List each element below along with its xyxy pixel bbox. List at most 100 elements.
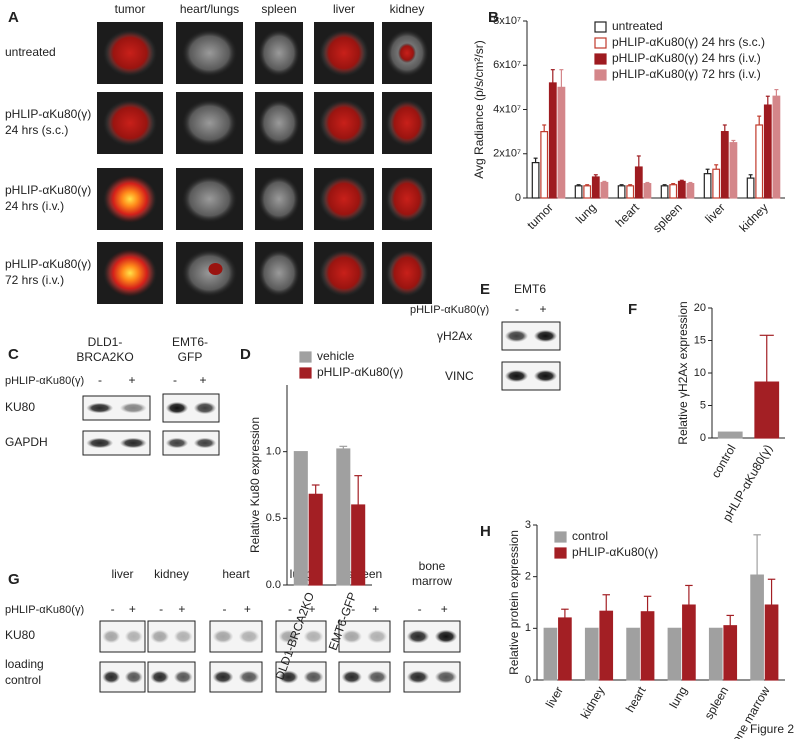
bar (764, 604, 779, 681)
band (119, 402, 147, 414)
figure-label: Figure 2 (750, 722, 794, 736)
organ (257, 99, 301, 147)
x-tick-label: kidney (578, 684, 607, 721)
bar (763, 104, 772, 199)
legend-label: pHLIP-αKu80(γ) (317, 365, 403, 379)
bar (540, 131, 549, 199)
legend-swatch (594, 53, 607, 65)
protein-label: KU80 (5, 400, 35, 414)
bar (682, 604, 696, 681)
band (102, 629, 121, 644)
band (303, 670, 324, 684)
bar (626, 185, 635, 199)
legend-label: pHLIP-αKu80(γ) 24 hrs (i.v.) (612, 51, 761, 65)
sign: + (539, 302, 546, 316)
bar (754, 381, 780, 439)
signal (106, 101, 154, 145)
tissue: kidney (154, 567, 189, 581)
sign: + (372, 602, 379, 616)
legend-label: pHLIP-αKu80(γ) 24 hrs (s.c.) (612, 35, 765, 49)
x-tick-label: control (708, 442, 738, 480)
band (278, 629, 299, 644)
band (124, 629, 143, 644)
protein-label: control (5, 673, 41, 687)
signal (322, 177, 366, 221)
sign: + (128, 373, 135, 387)
organ (257, 175, 301, 223)
band (238, 629, 260, 644)
bar (617, 185, 626, 199)
bar (772, 95, 781, 199)
signal (389, 177, 425, 221)
signal (104, 175, 156, 223)
treatment-label: pHLIP-αKu80(γ) (5, 375, 84, 387)
x-tick-label: heart (623, 684, 649, 715)
row-label: pHLIP-αKu80(γ) (5, 183, 91, 197)
protein-label: KU80 (5, 628, 35, 642)
signal (322, 31, 366, 75)
organ (257, 249, 301, 297)
legend-swatch (554, 531, 567, 543)
band (533, 369, 558, 383)
bar (308, 493, 323, 586)
sign: - (418, 602, 422, 616)
y-tick-label: 1 (525, 622, 531, 634)
bar (717, 431, 743, 439)
bar (600, 181, 609, 199)
tissue: liver (111, 567, 133, 581)
y-tick-label: 0.0 (266, 579, 281, 591)
legend-label: untreated (612, 19, 663, 33)
y-tick-label: 5 (700, 399, 706, 411)
band (367, 670, 388, 684)
row-label: 24 hrs (s.c.) (5, 123, 68, 137)
band (367, 629, 388, 644)
legend-swatch (594, 69, 607, 81)
column-header: heart/lungs (180, 2, 239, 16)
bar (640, 611, 655, 681)
organ (181, 29, 238, 77)
legend-label: pHLIP-αKu80(γ) 72 hrs (i.v.) (612, 67, 761, 81)
y-tick-label: 6x10⁷ (493, 59, 521, 71)
bar (660, 185, 669, 199)
treatment-label: pHLIP-αKu80(γ) (5, 604, 84, 616)
bar (703, 173, 712, 199)
band (102, 670, 121, 684)
x-tick-label: lung (573, 200, 599, 226)
y-axis-label: Relative Ku80 expression (248, 417, 262, 553)
sign: + (308, 602, 315, 616)
panel-label: D (240, 346, 251, 363)
y-tick-label: 2 (525, 571, 531, 583)
organ (257, 29, 301, 77)
x-tick-label: lung (667, 684, 690, 711)
bar (558, 617, 572, 681)
organ (181, 99, 238, 147)
y-tick-label: 0 (700, 432, 706, 444)
sign: - (111, 602, 115, 616)
cell-line: DLD1- (88, 335, 123, 349)
y-axis-label: Relative γH2Ax expression (676, 301, 690, 444)
bar (723, 625, 738, 681)
sign: - (173, 373, 177, 387)
y-tick-label: 0 (525, 674, 531, 686)
band (504, 329, 529, 343)
signal (104, 249, 156, 297)
band (150, 670, 170, 684)
band (86, 402, 114, 414)
row-label: untreated (5, 45, 56, 59)
band (86, 437, 114, 449)
band (165, 401, 189, 415)
sign: + (441, 602, 448, 616)
x-tick-label: kidney (736, 200, 770, 234)
signal (208, 263, 223, 275)
y-tick-label: 10 (694, 367, 706, 379)
signal (322, 251, 366, 295)
legend-swatch (554, 547, 567, 559)
cell-line: BRCA2KO (76, 350, 133, 364)
band (124, 670, 143, 684)
legend-swatch (299, 351, 312, 363)
column-header: liver (333, 2, 355, 16)
cell-line: EMT6- (172, 335, 208, 349)
bar (557, 86, 566, 199)
band (434, 670, 458, 684)
signal (398, 43, 416, 63)
